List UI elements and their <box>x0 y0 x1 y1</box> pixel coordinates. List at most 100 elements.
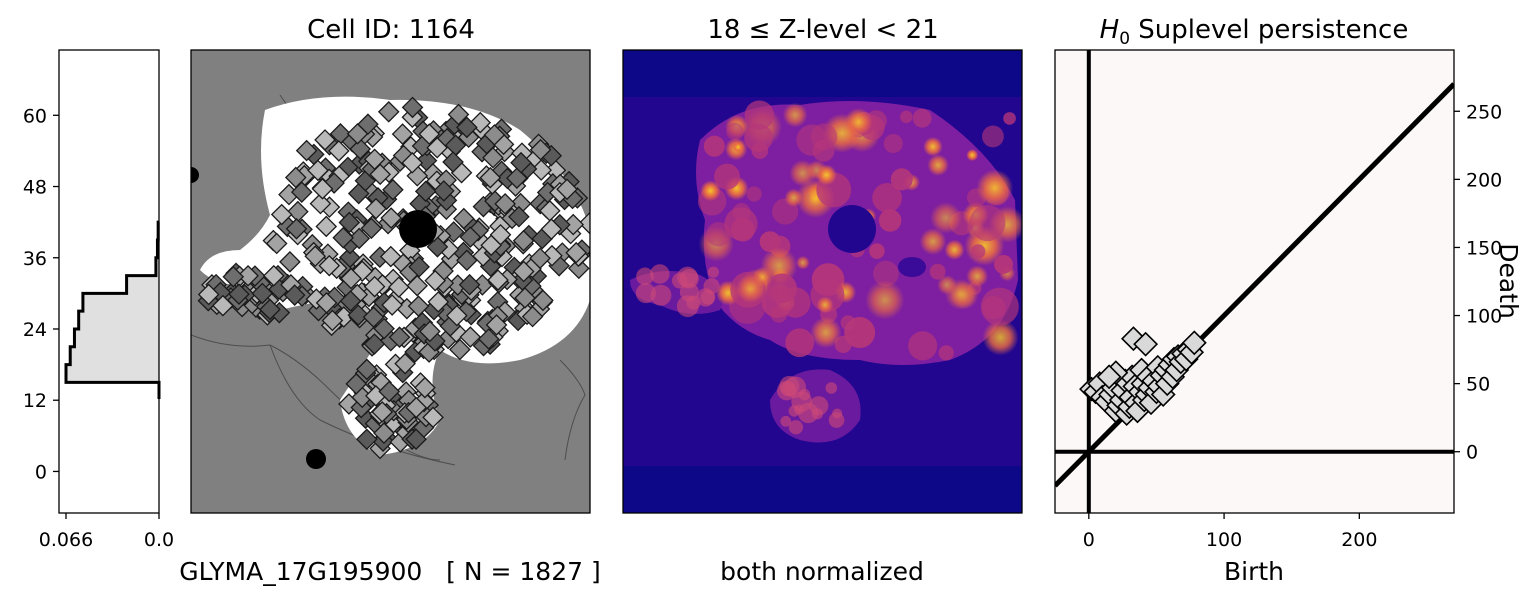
transcript-marker <box>262 264 285 287</box>
cell-boundary <box>269 344 456 466</box>
transcript-marker <box>265 232 288 255</box>
kde-hotspot <box>969 204 1006 242</box>
transcript-marker <box>237 264 259 287</box>
histogram-x-tick-label: 0.066 <box>39 529 93 551</box>
transcript-marker <box>251 282 274 305</box>
kde-hotspot <box>832 408 843 419</box>
nucleus-spot <box>306 449 326 469</box>
kde-hotspot <box>908 331 938 361</box>
kde-hotspot <box>636 267 654 286</box>
histogram-y-tick-label: 0 <box>35 461 47 483</box>
histogram-step-line <box>64 220 161 400</box>
transcript-marker <box>391 123 414 145</box>
persistence-y-tick-label: 50 <box>1466 374 1490 396</box>
kde-hotspot <box>982 319 1019 356</box>
transcript-marker <box>414 180 437 203</box>
transcript-marker <box>340 267 362 290</box>
transcript-marker <box>514 287 536 309</box>
transcript-marker <box>287 200 309 223</box>
transcript-marker <box>347 304 370 326</box>
transcript-marker <box>388 326 411 349</box>
transcript-marker <box>222 265 245 288</box>
transcript-marker <box>485 314 508 336</box>
persistence-point <box>1096 364 1122 390</box>
kde-hotspot <box>840 315 856 331</box>
transcript-marker <box>212 294 234 317</box>
transcript-marker <box>405 396 428 419</box>
persistence-x-tick-label: 0 <box>1083 529 1095 551</box>
kde-hotspot <box>890 168 913 191</box>
kde-hotspot <box>966 149 979 162</box>
persistence-x-tick-label: 200 <box>1341 529 1377 551</box>
kde-hotspot <box>923 136 943 157</box>
transcript-marker <box>530 159 553 181</box>
histogram-y-tick-label: 48 <box>23 177 47 199</box>
transcript-marker <box>506 167 528 189</box>
kde-hotspot <box>865 280 905 320</box>
transcript-marker <box>446 304 468 327</box>
kde-hotspot <box>759 231 781 253</box>
kde-panel: 18 ≤ Z-level < 21 <box>622 15 1023 514</box>
persistence-y-label: Death <box>1494 243 1523 319</box>
transcript-marker <box>508 205 530 228</box>
transcript-marker <box>556 178 578 201</box>
kde-hotspot <box>788 420 804 435</box>
kde-hotspot <box>789 159 816 187</box>
kde-hotspot <box>944 278 977 310</box>
kde-hotspot <box>744 123 773 152</box>
transcript-marker <box>477 328 500 350</box>
transcript-marker <box>540 218 563 240</box>
transcript-marker <box>380 207 402 229</box>
kde-hotspot <box>900 110 913 124</box>
histogram-y-axis: 0 12 24 36 48 60 <box>23 105 59 483</box>
transcript-marker <box>228 283 250 305</box>
histogram-y-tick-label: 60 <box>23 105 47 127</box>
transcript-marker <box>345 373 368 395</box>
transcript-marker <box>283 284 306 306</box>
kde-hotspot <box>980 287 1019 326</box>
transcript-marker <box>377 100 400 123</box>
cell-panel-title: Cell ID: 1164 <box>307 15 475 45</box>
transcript-marker <box>270 203 293 226</box>
transcript-marker <box>197 283 220 306</box>
transcript-marker <box>339 290 362 312</box>
transcript-marker <box>363 275 386 298</box>
transcript-marker <box>408 256 430 278</box>
histogram-x-axis: 0.066 0.0 <box>39 513 174 551</box>
kde-hotspot <box>873 260 899 287</box>
cell-boundary <box>559 359 586 461</box>
kde-hotspot <box>869 243 885 259</box>
transcript-marker <box>433 180 455 202</box>
kde-hotspot <box>696 288 715 307</box>
kde-low-density <box>898 257 926 277</box>
transcript-marker <box>379 245 402 268</box>
transcript-marker <box>479 166 502 189</box>
nucleus-spot <box>191 167 199 183</box>
transcript-marker <box>447 103 470 126</box>
transcript-marker <box>456 116 478 139</box>
persistence-panel-title: H0 Suplevel persistence <box>1100 15 1409 49</box>
kde-hotspot <box>816 296 834 314</box>
transcript-marker <box>480 234 502 257</box>
kde-hotspot <box>912 108 932 128</box>
transcript-marker <box>309 192 332 215</box>
kde-hotspots <box>635 100 1022 435</box>
kde-hotspot <box>796 255 810 270</box>
transcript-marker <box>401 152 424 174</box>
kde-hotspot <box>930 202 962 234</box>
transcript-marker <box>529 247 551 270</box>
kde-hotspot <box>810 316 842 349</box>
persistence-points <box>1079 326 1207 427</box>
histogram-fill <box>66 222 159 400</box>
kde-panel-title: 18 ≤ Z-level < 21 <box>707 15 938 45</box>
histogram-x-tick-label: 0.0 <box>144 529 174 551</box>
kde-hotspot <box>780 415 792 427</box>
transcript-marker <box>378 380 401 403</box>
transcript-marker <box>360 217 383 240</box>
histogram-y-tick-label: 24 <box>23 319 47 341</box>
transcript-marker <box>318 254 341 277</box>
transcript-marker <box>510 151 532 174</box>
kde-hotspot <box>971 244 986 259</box>
transcript-marker <box>356 428 378 451</box>
transcript-marker <box>565 241 587 264</box>
